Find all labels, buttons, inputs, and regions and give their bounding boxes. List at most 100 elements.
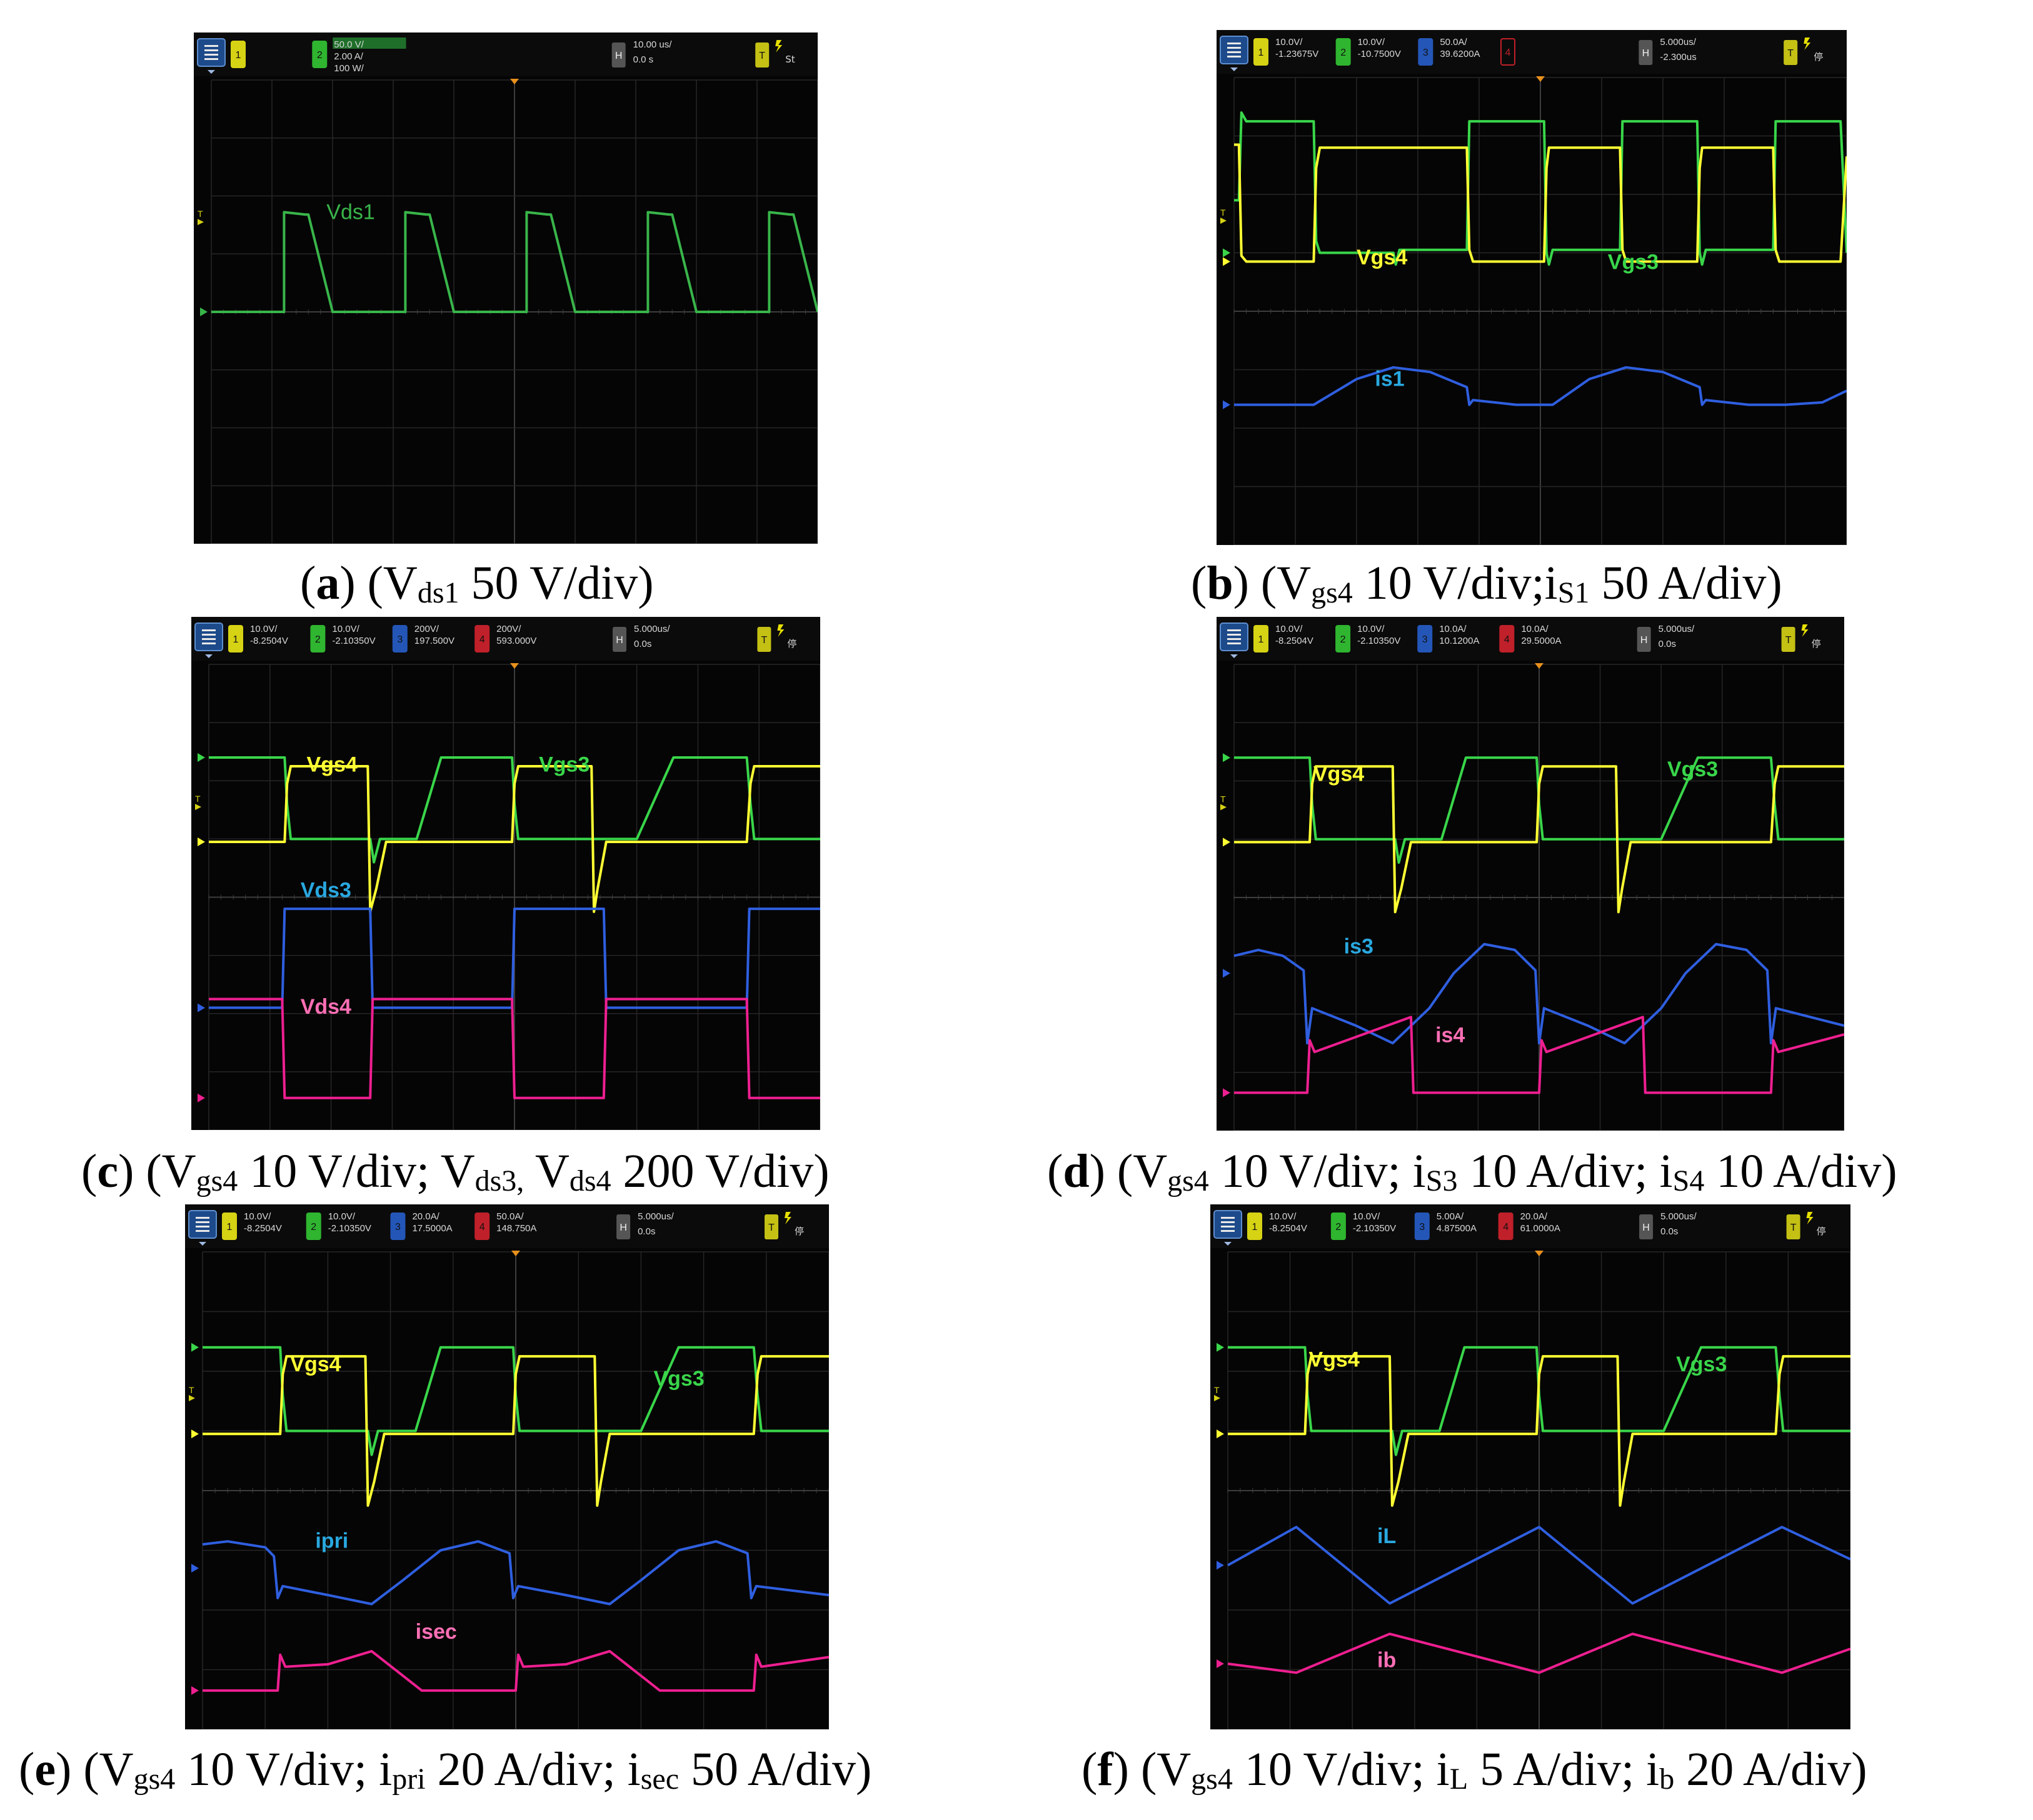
time-scale: 5.000us/	[1660, 37, 1696, 48]
channel-scale: 200V/	[414, 624, 439, 634]
oscilloscope-e: 110.0V/-8.2504V 210.0V/-2.10350V 320.0A/17…	[185, 1204, 829, 1729]
chevron-down-icon	[1230, 654, 1238, 658]
channel-3-button[interactable]: 3 20.0A/17.5000A	[390, 1211, 453, 1240]
menu-icon-line	[1227, 642, 1241, 644]
menu-button[interactable]	[197, 38, 226, 74]
channel-offset: 61.0000A	[1520, 1223, 1560, 1234]
channel-3-button[interactable]: 3 200V/197.500V	[392, 624, 454, 652]
horizontal-button[interactable]: H 5.000us/ -2.300us	[1639, 37, 1697, 65]
panel-f: 1 10.0V/-8.2504V 2 10.0V/-2.10350V 3 5.00A/4.…	[1210, 1204, 1850, 1729]
channel-number: 3	[1423, 48, 1428, 58]
horizontal-button[interactable]: H 5.000us/0.0s	[1639, 1211, 1697, 1239]
channel-1-button[interactable]: 110.0V/-8.2504V	[228, 624, 288, 652]
waveform-label: iL	[1377, 1524, 1396, 1548]
channel-offset: 148.750A	[496, 1223, 536, 1234]
horizontal-label: H	[615, 51, 623, 61]
menu-icon-line	[204, 45, 218, 47]
ground-marker-is3	[1223, 969, 1230, 978]
trace-is4	[1234, 1016, 1844, 1094]
channel-scale: 10.0V/	[1358, 37, 1385, 48]
caption-b: (b) (Vgs4 10 V/div;iS1 50 A/div)	[1191, 557, 1782, 609]
trace-vgs3	[1234, 756, 1844, 864]
trace-vgs4	[1234, 765, 1844, 914]
chevron-down-icon	[1230, 68, 1238, 71]
trace-vgs4	[209, 765, 820, 913]
channel-2-button[interactable]: 210.0V/-2.10350V	[1335, 624, 1400, 652]
channel-3-button[interactable]: 3 10.0A/10.1200A	[1417, 624, 1479, 652]
channel-offset: 29.5000A	[1521, 636, 1561, 646]
channel-scale: 10.0V/	[1353, 1211, 1380, 1222]
scope-background	[191, 617, 820, 1130]
channel-4-button[interactable]: 4 50.0A/148.750A	[474, 1211, 536, 1240]
channel-1-button[interactable]: 1	[231, 41, 246, 68]
channel-1-button[interactable]: 110.0V/-8.2504V	[1253, 624, 1313, 652]
time-delay: 0.0s	[634, 639, 651, 649]
channel-number: 3	[397, 634, 403, 645]
ground-marker-vgs4	[1217, 1429, 1224, 1439]
channel-number: 2	[311, 1222, 316, 1232]
waveforms	[202, 1346, 829, 1692]
menu-button[interactable]	[188, 1210, 217, 1246]
channel-3-button[interactable]: 3 5.00A/4.87500A	[1414, 1211, 1477, 1240]
channel-offset: -8.2504V	[244, 1223, 282, 1234]
caption-letter: a	[316, 557, 340, 609]
horizontal-button[interactable]: H 5.000us/0.0s	[616, 1211, 674, 1239]
scope-header: 1 2 50.0 V/2.00 A/100 W/H 10.00 us/0.0 s T St	[194, 32, 818, 76]
panel-a: 1 2 50.0 V/2.00 A/100 W/H 10.00 us/0.0 s T St…	[194, 32, 818, 544]
horizontal-button[interactable]: H 10.00 us/0.0 s	[611, 39, 673, 68]
channel-number: 4	[1504, 634, 1510, 645]
channel-4-button[interactable]: 4 10.0A/29.5000A	[1499, 624, 1562, 652]
menu-button[interactable]	[1213, 1210, 1242, 1246]
ground-marker-vds4	[198, 1093, 205, 1102]
menu-icon-line	[1227, 51, 1241, 53]
waveform-label: Vgs3	[539, 752, 590, 776]
ground-marker-ib	[1217, 1659, 1224, 1668]
channel-3-button[interactable]: 3 50.0A/39.6200A	[1418, 37, 1480, 66]
waveform-label: Vgs3	[653, 1367, 704, 1391]
trigger-marker-label: T	[1214, 1385, 1220, 1395]
channel-offset: -8.2504V	[1269, 1223, 1307, 1234]
channel-1-button[interactable]: 1 10.0V/-1.23675V	[1253, 37, 1318, 66]
trigger-button[interactable]: T St	[755, 40, 795, 68]
channel-1-button[interactable]: 110.0V/-8.2504V	[222, 1211, 282, 1240]
oscilloscope-d: 1 10.0V/ -8.2504V 2 10.0V/ -2.10350V 3 10.0A/10…	[1217, 617, 1844, 1131]
channel-2-button[interactable]: 2 10.0V/-10.7500V	[1335, 37, 1401, 66]
channel-scale: 10.0V/	[1275, 37, 1303, 48]
channel-4-button[interactable]: 4 200V/593.000V	[474, 624, 536, 652]
waveform-label: Vgs4	[290, 1352, 341, 1376]
waveform-label: ib	[1377, 1649, 1396, 1672]
caption-f: (f) (Vgs4 10 V/div; iL 5 A/div; ib 20 A/…	[1082, 1743, 1867, 1796]
caption-letter: d	[1063, 1145, 1090, 1198]
horizontal-button[interactable]: H 5.000us/0.0s	[1637, 624, 1695, 652]
channel-offset: -2.10350V	[1357, 636, 1400, 646]
channel-offset: -2.10350V	[332, 636, 375, 646]
waveforms	[211, 211, 818, 313]
menu-button[interactable]	[1220, 36, 1248, 71]
channel-2-button[interactable]: 210.0V/-2.10350V	[1330, 1211, 1396, 1240]
channel-number: 1	[236, 50, 241, 61]
channel-scale: 10.0V/	[1357, 624, 1385, 634]
horizontal-button[interactable]: H 5.000us/0.0s	[613, 624, 670, 652]
channel-4-button[interactable]: 4 20.0A/61.0000A	[1498, 1211, 1560, 1240]
menu-button[interactable]	[194, 622, 223, 658]
scope-background	[194, 32, 818, 544]
channel-2-button[interactable]: 2 50.0 V/2.00 A/100 W/	[312, 38, 406, 74]
menu-icon-line	[196, 1217, 209, 1219]
trace-is1	[1234, 366, 1847, 406]
trigger-time-marker	[510, 79, 519, 84]
menu-button[interactable]	[1220, 622, 1248, 658]
trigger-time-marker	[1535, 1251, 1544, 1256]
waveform-label: Vgs3	[1676, 1352, 1727, 1376]
channel-offset: -10.7500V	[1358, 49, 1401, 59]
ground-marker-il	[1217, 1561, 1224, 1570]
channel-1-button[interactable]: 110.0V/-8.2504V	[1247, 1211, 1307, 1240]
channel-2-button[interactable]: 210.0V/-2.10350V	[310, 624, 376, 652]
channel-2-button[interactable]: 210.0V/-2.10350V	[306, 1211, 371, 1240]
channel-scale: 10.0V/	[250, 624, 278, 634]
channel-4-button[interactable]: 4	[1500, 38, 1515, 66]
